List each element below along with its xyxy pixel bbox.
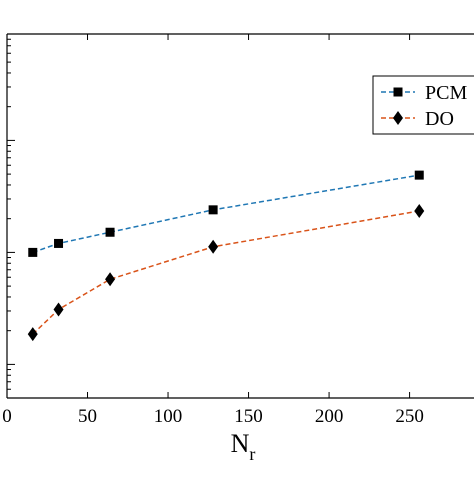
legend-box (372, 75, 474, 135)
legend-label-pcm: PCM (425, 82, 467, 104)
legend: PCM DO (372, 75, 474, 135)
data-point-pcm (414, 170, 424, 180)
x-tick-label: 0 (2, 406, 12, 427)
legend-marker-do (393, 111, 403, 125)
x-tick-label: 100 (154, 406, 183, 427)
x-tick-label: 200 (315, 406, 344, 427)
data-point-do (27, 327, 38, 342)
series-line-do (32, 210, 420, 335)
data-point-do (208, 239, 219, 254)
data-point-do (105, 272, 116, 287)
data-point-pcm (54, 238, 64, 248)
x-axis-title: Nr (231, 429, 256, 464)
data-point-pcm (105, 227, 115, 237)
data-point-do (53, 302, 64, 317)
data-point-pcm (208, 205, 218, 215)
series-layer (27, 170, 425, 342)
x-tick-label: 50 (78, 406, 97, 427)
series-line-pcm (32, 174, 420, 254)
legend-label-do: DO (425, 108, 454, 130)
x-tick-label: 150 (234, 406, 263, 427)
data-point-pcm (28, 247, 38, 257)
x-tick-label: 250 (395, 406, 424, 427)
data-point-do (414, 203, 425, 218)
legend-marker-pcm (393, 87, 403, 97)
axes: 0 50 100 150 200 250 Nr (2, 33, 474, 464)
